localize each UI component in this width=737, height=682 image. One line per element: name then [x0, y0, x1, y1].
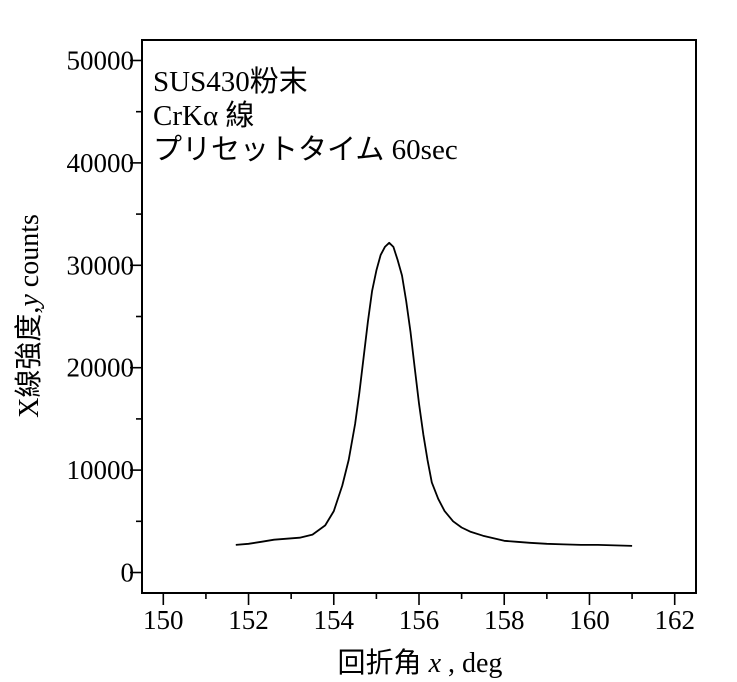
- x-axis-title-var: x: [428, 648, 442, 679]
- y-axis-title-unit: counts: [14, 214, 45, 294]
- x-axis-title: 回折角 x , deg: [338, 647, 503, 679]
- x-tick-label: 156: [399, 605, 440, 635]
- x-tick-label: 154: [314, 605, 355, 635]
- series-line: [235, 241, 633, 547]
- x-axis-title-prefix: 回折角: [338, 647, 429, 679]
- x-tick-label: 160: [569, 605, 610, 635]
- y-tick-label: 40000: [67, 148, 135, 178]
- y-tick-label: 50000: [67, 45, 135, 75]
- y-axis-title: X線強度,y counts: [13, 214, 45, 418]
- annotation-radiation: CrKα 線: [153, 99, 254, 132]
- x-tick-label: 162: [654, 605, 695, 635]
- y-axis-title-var: y: [14, 294, 45, 310]
- y-tick-label: 30000: [67, 250, 135, 280]
- y-tick-label: 0: [121, 558, 135, 588]
- annotation-sample: SUS430粉末: [153, 65, 308, 98]
- y-axis-title-prefix: X線強度,: [13, 307, 45, 418]
- x-tick-label: 152: [228, 605, 269, 635]
- ticks: [130, 59, 676, 605]
- y-tick-label: 20000: [67, 353, 135, 383]
- y-tick-label: 10000: [67, 455, 135, 485]
- x-tick-label: 150: [143, 605, 184, 635]
- tick-labels: 150 152 154 156 158 160 162 0 10000 20000 30000 400…: [67, 45, 695, 635]
- x-axis-title-unit: , deg: [441, 648, 502, 679]
- annotation-preset-time: プリセットタイム 60sec: [153, 134, 458, 166]
- x-tick-label: 158: [484, 605, 525, 635]
